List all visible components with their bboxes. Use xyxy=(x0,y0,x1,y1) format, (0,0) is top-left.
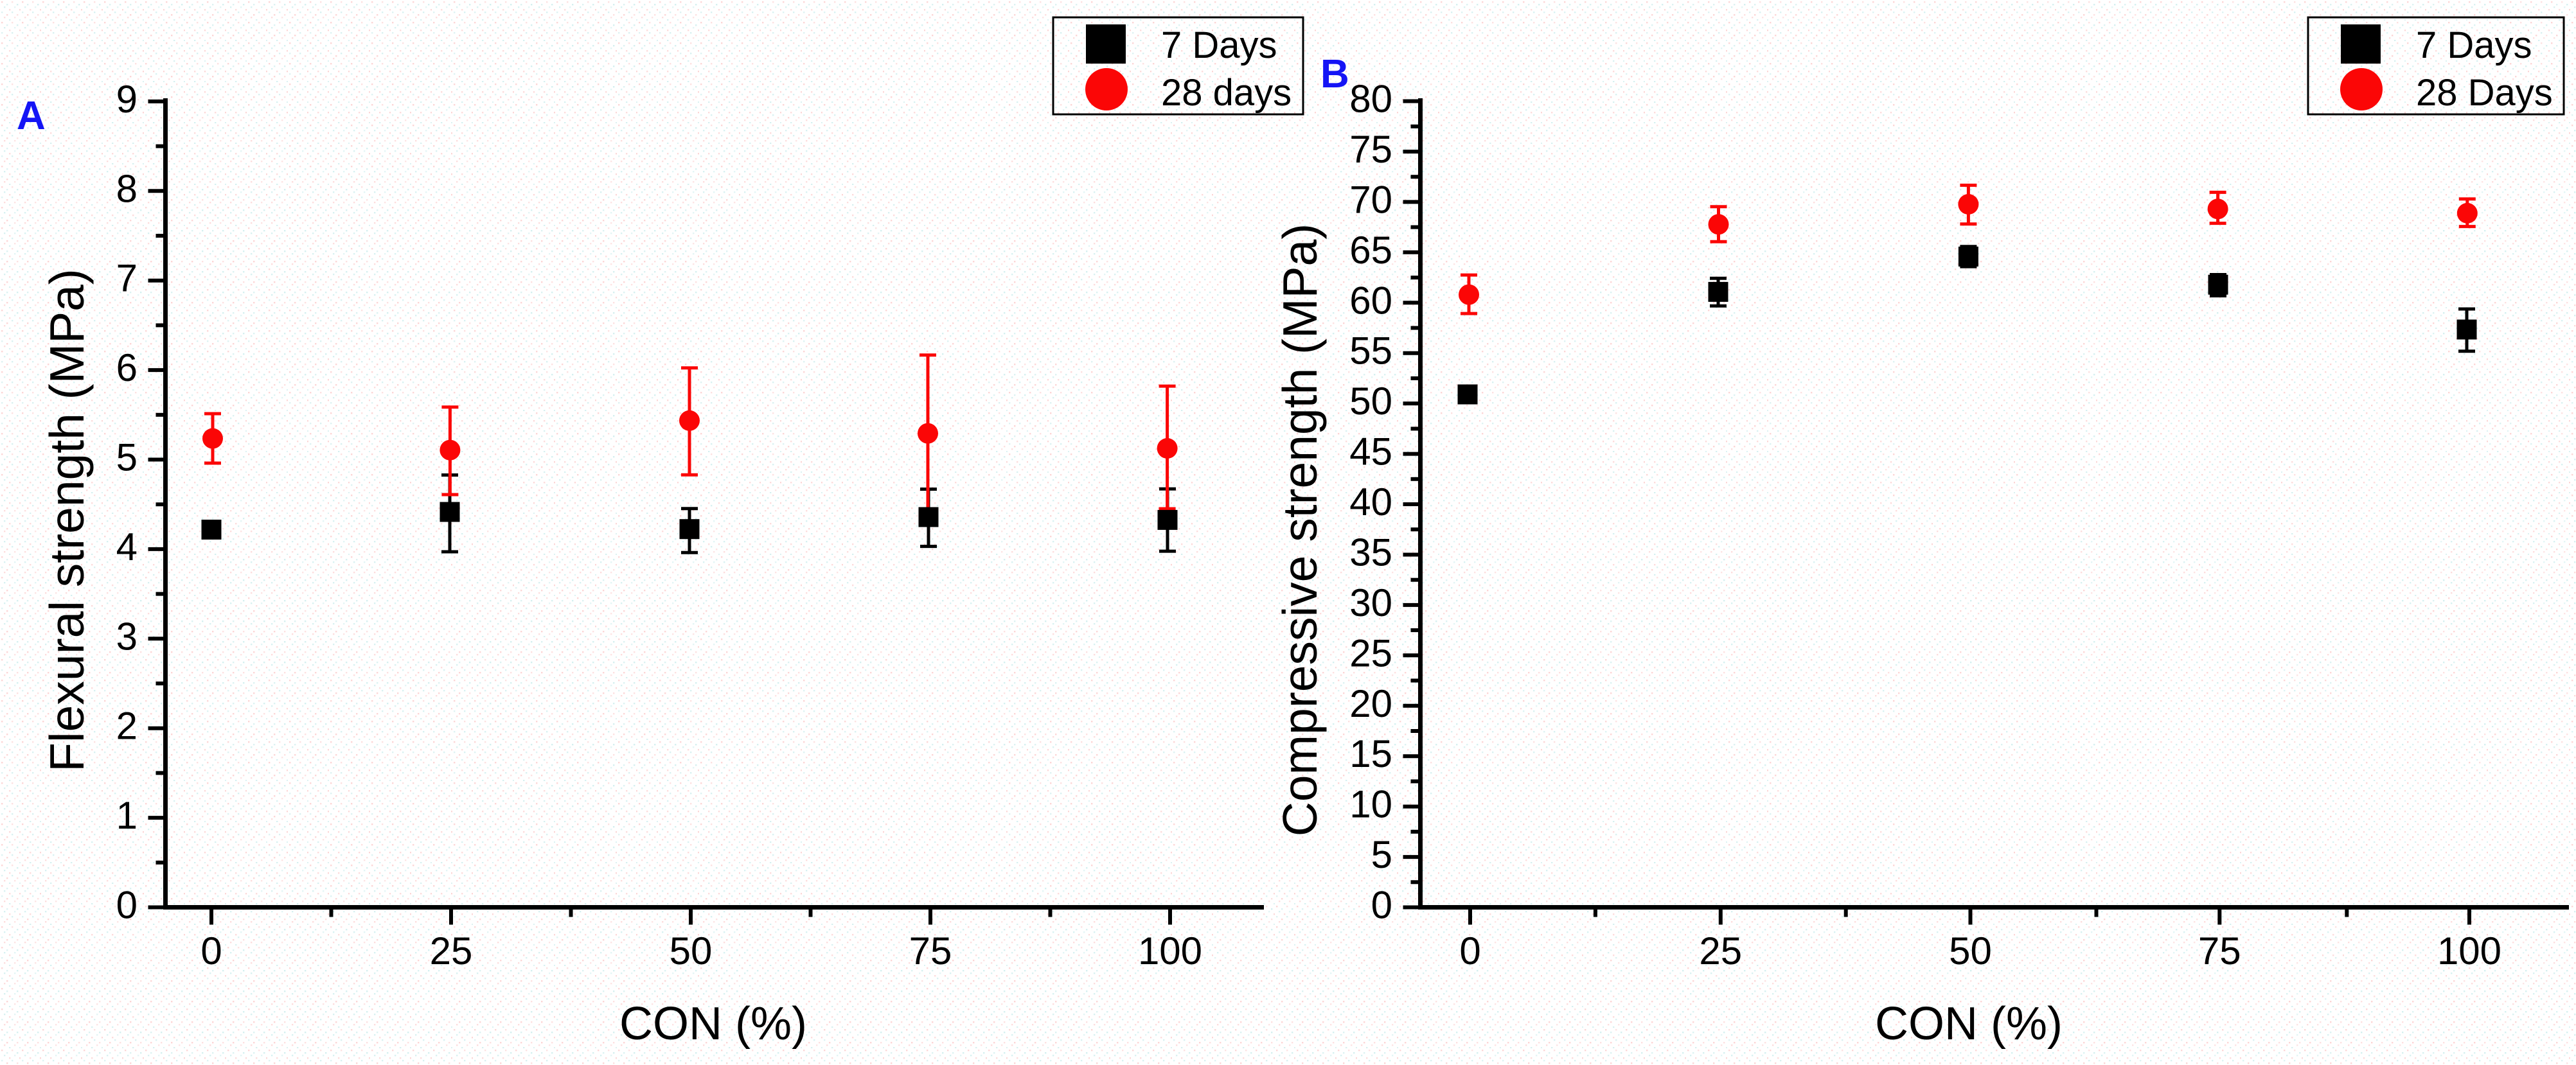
svg-text:Flexural strength (MPa): Flexural strength (MPa) xyxy=(40,268,94,772)
svg-text:50: 50 xyxy=(1949,929,1992,973)
svg-text:0: 0 xyxy=(116,884,138,927)
svg-text:2: 2 xyxy=(116,705,138,748)
svg-text:5: 5 xyxy=(116,436,138,479)
svg-text:3: 3 xyxy=(116,615,138,658)
svg-text:A: A xyxy=(17,94,46,138)
svg-text:7: 7 xyxy=(116,257,138,300)
svg-text:CON (%): CON (%) xyxy=(1875,998,2063,1050)
svg-text:Compressive strength (MPa): Compressive strength (MPa) xyxy=(1273,224,1327,836)
svg-text:25: 25 xyxy=(1349,631,1392,674)
svg-text:25: 25 xyxy=(430,929,473,973)
svg-text:35: 35 xyxy=(1349,531,1392,574)
svg-text:7 Days: 7 Days xyxy=(2416,24,2532,66)
svg-text:20: 20 xyxy=(1349,682,1392,725)
svg-text:100: 100 xyxy=(1138,929,1202,973)
svg-text:28 Days: 28 Days xyxy=(2416,72,2553,114)
svg-text:45: 45 xyxy=(1349,430,1392,473)
svg-text:50: 50 xyxy=(1349,380,1392,423)
svg-text:15: 15 xyxy=(1349,732,1392,775)
svg-text:6: 6 xyxy=(116,346,138,389)
svg-text:B: B xyxy=(1320,52,1349,96)
svg-text:25: 25 xyxy=(1699,929,1742,973)
svg-text:70: 70 xyxy=(1349,178,1392,221)
svg-text:60: 60 xyxy=(1349,279,1392,322)
svg-text:65: 65 xyxy=(1349,229,1392,272)
svg-text:7 Days: 7 Days xyxy=(1161,24,1277,66)
svg-text:80: 80 xyxy=(1349,78,1392,121)
svg-text:28 days: 28 days xyxy=(1161,72,1292,114)
svg-text:75: 75 xyxy=(909,929,952,973)
svg-text:40: 40 xyxy=(1349,480,1392,524)
svg-text:100: 100 xyxy=(2437,929,2501,973)
svg-text:55: 55 xyxy=(1349,330,1392,373)
svg-text:5: 5 xyxy=(1371,833,1392,876)
svg-text:8: 8 xyxy=(116,167,138,210)
svg-text:75: 75 xyxy=(2198,929,2241,973)
svg-text:0: 0 xyxy=(1371,884,1392,927)
svg-text:30: 30 xyxy=(1349,581,1392,624)
svg-text:10: 10 xyxy=(1349,783,1392,826)
svg-text:1: 1 xyxy=(116,794,138,837)
svg-text:75: 75 xyxy=(1349,128,1392,171)
svg-text:0: 0 xyxy=(1459,929,1480,973)
svg-text:4: 4 xyxy=(116,525,138,568)
svg-text:9: 9 xyxy=(116,78,138,121)
svg-text:CON (%): CON (%) xyxy=(619,998,807,1050)
svg-text:0: 0 xyxy=(200,929,222,973)
svg-text:50: 50 xyxy=(670,929,713,973)
